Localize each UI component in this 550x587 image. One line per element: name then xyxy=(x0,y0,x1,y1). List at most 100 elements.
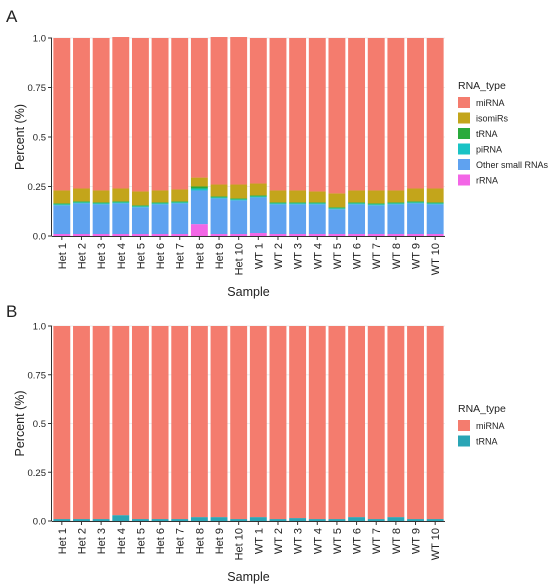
bar-segment-other-small-rnas-wt-7 xyxy=(367,205,385,235)
bar-segment-mirna-het-1 xyxy=(53,38,71,191)
bar-segment-isomirs-wt-1 xyxy=(249,183,267,196)
bar-segment-trna-het-8 xyxy=(190,186,208,189)
bar-segment-mirna-wt-1 xyxy=(249,326,267,518)
bar-segment-rrna-het-6 xyxy=(151,234,169,236)
bar-segment-mirna-het-5 xyxy=(131,38,149,192)
panel-a: A 0.0 0.25 0.5 0.75 1.0 Het 1 Het 2 Het 3 Het 4… xyxy=(6,7,549,299)
panel-b-bars xyxy=(53,326,444,521)
x-tick-label-het-5: Het 5 xyxy=(135,528,147,554)
x-tick-label-wt-2: WT 2 xyxy=(273,243,285,269)
x-tick-label-het-10: Het 10 xyxy=(234,528,246,560)
legend-swatch-rrna xyxy=(458,174,470,186)
bar-segment-trna-wt-8 xyxy=(387,202,405,204)
bar-segment-rrna-wt-2 xyxy=(269,234,287,236)
bar-segment-mirna-het-6 xyxy=(151,326,169,520)
x-tick-label-wt-3: WT 3 xyxy=(293,243,305,269)
bar-segment-other-small-rnas-het-4 xyxy=(112,203,130,235)
bar-segment-other-small-rnas-het-8 xyxy=(190,190,208,225)
x-tick-label-het-3: Het 3 xyxy=(96,243,108,269)
bar-segment-isomirs-het-1 xyxy=(53,190,71,204)
bar-segment-mirna-het-7 xyxy=(171,326,189,520)
y-tick-label: 0.5 xyxy=(33,133,46,144)
bar-segment-other-small-rnas-wt-8 xyxy=(387,204,405,235)
bar-segment-rrna-het-1 xyxy=(53,234,71,236)
bar-segment-pirna-wt-4 xyxy=(308,203,326,205)
panel-a-legend: RNA_type miRNA isomiRs tRNA piRNA Other small… xyxy=(458,80,549,186)
bar-segment-mirna-wt-10 xyxy=(426,38,444,189)
bar-segment-isomirs-het-8 xyxy=(190,177,208,187)
bar-segment-trna-het-5 xyxy=(131,519,149,521)
x-tick-label-wt-5: WT 5 xyxy=(332,528,344,554)
panel-a-bars xyxy=(53,37,444,236)
y-tick-label: 0.0 xyxy=(33,517,46,528)
panel-a-y-axis-label: Percent (%) xyxy=(13,104,27,170)
x-tick-label-wt-6: WT 6 xyxy=(352,243,364,269)
bar-segment-trna-het-10 xyxy=(230,198,248,200)
x-tick-label-wt-4: WT 4 xyxy=(312,528,324,554)
legend-label-mirna: miRNA xyxy=(476,98,505,108)
x-tick-label-wt-4: WT 4 xyxy=(312,243,324,269)
bar-segment-rrna-het-10 xyxy=(230,234,248,236)
bar-segment-trna-het-2 xyxy=(73,201,90,203)
bar-segment-other-small-rnas-wt-6 xyxy=(348,204,366,235)
bar-segment-rrna-het-8 xyxy=(190,224,208,236)
panel-b-legend: RNA_type miRNA tRNA xyxy=(458,403,506,447)
bar-segment-other-small-rnas-wt-3 xyxy=(289,204,307,235)
bar-segment-trna-het-4 xyxy=(112,515,130,521)
bar-segment-rrna-wt-7 xyxy=(367,234,385,236)
bar-segment-isomirs-wt-9 xyxy=(407,188,424,202)
bar-segment-rrna-het-7 xyxy=(171,234,189,236)
y-tick-label: 0.0 xyxy=(33,232,46,243)
bar-segment-isomirs-wt-7 xyxy=(367,190,385,204)
legend-swatch-other-small-rnas xyxy=(458,159,470,170)
bar-segment-mirna-wt-8 xyxy=(387,38,405,191)
panel-a-label: A xyxy=(6,7,18,26)
bar-segment-pirna-wt-5 xyxy=(328,208,346,210)
x-tick-label-wt-10: WT 10 xyxy=(430,243,442,275)
bar-segment-rrna-wt-3 xyxy=(289,234,307,236)
bar-segment-mirna-het-2 xyxy=(73,326,90,520)
bar-segment-other-small-rnas-het-10 xyxy=(230,200,248,235)
bar-segment-mirna-wt-4 xyxy=(308,38,326,192)
bar-segment-trna-wt-10 xyxy=(426,202,444,204)
y-tick-label: 1.0 xyxy=(33,34,46,45)
bar-segment-mirna-wt-6 xyxy=(348,326,366,518)
x-tick-label-het-6: Het 6 xyxy=(155,528,167,554)
bar-segment-rrna-het-9 xyxy=(210,234,228,236)
bar-segment-pirna-het-9 xyxy=(210,197,228,199)
bar-segment-isomirs-het-10 xyxy=(230,184,248,199)
bar-segment-trna-wt-10 xyxy=(426,519,444,521)
panel-a-y-axis: 0.0 0.25 0.5 0.75 1.0 xyxy=(28,34,52,243)
bar-segment-mirna-het-2 xyxy=(73,38,90,189)
bar-segment-rrna-wt-9 xyxy=(407,234,424,236)
bar-segment-other-small-rnas-wt-10 xyxy=(426,204,444,235)
x-tick-label-het-4: Het 4 xyxy=(116,528,128,554)
y-tick-label: 0.25 xyxy=(28,468,47,479)
bar-segment-pirna-wt-1 xyxy=(249,196,267,198)
x-tick-label-wt-5: WT 5 xyxy=(332,243,344,269)
x-tick-label-wt-10: WT 10 xyxy=(430,528,442,560)
bar-segment-other-small-rnas-het-5 xyxy=(131,207,149,235)
bar-segment-mirna-wt-1 xyxy=(249,38,267,184)
bar-segment-isomirs-wt-8 xyxy=(387,190,405,203)
bar-segment-trna-het-9 xyxy=(210,517,228,521)
legend-swatch-trna xyxy=(458,128,470,139)
x-tick-label-het-9: Het 9 xyxy=(214,243,226,269)
bar-segment-mirna-het-9 xyxy=(210,326,228,518)
bar-segment-isomirs-het-6 xyxy=(151,190,169,203)
panel-a-x-axis-label: Sample xyxy=(227,285,269,299)
x-tick-label-wt-9: WT 9 xyxy=(411,243,423,269)
bar-segment-rrna-wt-6 xyxy=(348,234,366,236)
x-tick-label-het-9: Het 9 xyxy=(214,528,226,554)
bar-segment-mirna-wt-7 xyxy=(367,38,385,191)
x-tick-label-wt-7: WT 7 xyxy=(371,528,383,554)
legend-swatch-mirna xyxy=(458,97,470,108)
x-tick-label-wt-2: WT 2 xyxy=(273,528,285,554)
bar-segment-trna-het-8 xyxy=(190,517,208,521)
bar-segment-other-small-rnas-het-7 xyxy=(171,203,189,235)
x-tick-label-het-8: Het 8 xyxy=(194,243,206,269)
bar-segment-mirna-wt-3 xyxy=(289,38,307,191)
bar-segment-trna-wt-1 xyxy=(249,517,267,521)
bar-segment-trna-wt-8 xyxy=(387,517,405,521)
